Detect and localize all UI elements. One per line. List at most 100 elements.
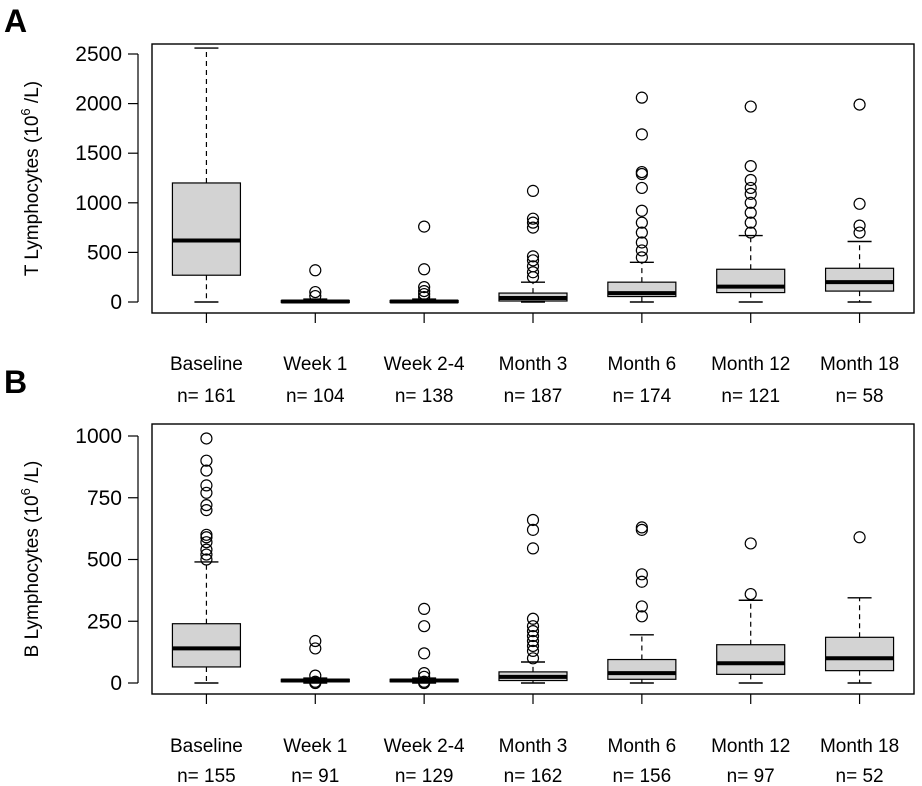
x-tick-label: Week 1	[283, 736, 347, 757]
outlier-point	[635, 568, 648, 581]
outlier-point	[744, 226, 757, 239]
x-tick-label: Month 12	[711, 354, 790, 375]
outlier-point	[526, 523, 540, 536]
outlier-point	[744, 173, 757, 187]
box-iqr	[716, 644, 786, 675]
sample-size-label: n= 129	[395, 766, 454, 786]
outlier-point	[309, 289, 322, 303]
x-tick-label: Month 18	[820, 736, 899, 757]
box-3	[498, 184, 568, 303]
box-1	[280, 264, 350, 304]
outlier-point	[418, 284, 431, 298]
outlier-point	[526, 612, 540, 625]
outlier-point	[200, 479, 213, 492]
sample-size-label: n= 187	[504, 386, 563, 407]
outlier-point	[853, 531, 866, 544]
box-iqr	[607, 658, 677, 680]
outlier-point	[418, 667, 431, 680]
outlier-point	[526, 620, 540, 633]
panel-letter: A	[4, 3, 27, 39]
outlier-point	[418, 670, 431, 683]
outlier-point	[200, 543, 213, 556]
outlier-point	[744, 216, 757, 229]
y-tick-label: 2500	[75, 43, 122, 66]
outlier-point	[200, 536, 213, 549]
outlier-point	[200, 528, 213, 541]
outlier-point	[526, 513, 540, 527]
x-tick-label: Week 1	[283, 354, 347, 375]
outlier-point	[526, 652, 540, 665]
outlier-point	[744, 100, 757, 113]
sample-size-label: n= 156	[613, 766, 672, 786]
outlier-point	[635, 226, 648, 239]
box-3	[498, 513, 568, 684]
box-6	[824, 98, 895, 303]
sample-size-label: n= 58	[836, 386, 884, 407]
outlier-point	[418, 675, 431, 688]
outlier-point	[853, 226, 866, 239]
outlier-point	[200, 553, 213, 566]
box-iqr	[824, 636, 895, 672]
outlier-point	[635, 216, 648, 229]
box-6	[824, 531, 895, 684]
x-tick-label: Month 12	[711, 736, 790, 757]
y-tick-label: 1000	[75, 425, 122, 448]
box-4	[607, 521, 677, 684]
outlier-point	[526, 254, 540, 267]
outlier-point	[526, 266, 540, 279]
outlier-point	[526, 639, 540, 653]
outlier-point	[309, 264, 322, 277]
y-axis-label-unit: /L)	[22, 81, 43, 108]
outlier-point	[744, 537, 757, 550]
plot-frame	[151, 43, 915, 314]
sample-size-label: n= 121	[721, 386, 780, 407]
outlier-point	[418, 220, 431, 233]
outlier-point	[744, 159, 757, 173]
box-5	[716, 100, 786, 303]
y-tick-label: 250	[87, 610, 122, 633]
outlier-point	[635, 236, 648, 249]
panel-letter: B	[4, 364, 27, 400]
outlier-point	[200, 454, 213, 467]
outlier-point	[635, 610, 648, 623]
sample-size-label: n= 52	[836, 766, 884, 786]
outlier-point	[635, 181, 648, 195]
outlier-point	[635, 204, 648, 217]
outlier-point	[744, 587, 757, 601]
x-tick-label: Baseline	[170, 354, 243, 375]
box-iqr	[824, 267, 895, 292]
box-iqr	[716, 268, 786, 294]
outlier-point	[635, 575, 648, 588]
outlier-point	[200, 486, 213, 499]
outlier-point	[526, 634, 540, 648]
y-tick-label: 500	[87, 241, 122, 264]
outlier-point	[744, 196, 757, 209]
outlier-point	[526, 216, 540, 229]
outlier-point	[309, 634, 322, 648]
outlier-point	[635, 165, 648, 179]
box-iqr	[171, 182, 242, 276]
outlier-point	[744, 181, 757, 195]
outlier-point	[853, 98, 866, 111]
outlier-point	[418, 263, 431, 276]
outlier-point	[635, 244, 648, 257]
box-1	[280, 634, 350, 690]
y-axis-label-main: T Lymphocytes (10	[22, 116, 43, 277]
y-tick-label: 750	[87, 487, 122, 510]
outlier-point	[200, 504, 213, 517]
chart-panel-a: A 0 500 1000 1500 2000 2500 T Lymphocytes (106 …	[4, 3, 915, 407]
x-tick-label: Month 6	[608, 354, 677, 375]
outlier-point	[526, 184, 540, 197]
x-tick-label: Month 18	[820, 354, 899, 375]
outlier-point	[635, 521, 648, 534]
outlier-point	[200, 464, 213, 477]
outlier-point	[418, 290, 431, 304]
x-tick-label: Week 2-4	[384, 354, 465, 375]
y-axis-label-superscript: 6	[18, 108, 33, 115]
y-tick-label: 0	[110, 672, 122, 695]
outlier-point	[526, 212, 540, 225]
box-2	[389, 602, 459, 690]
outlier-point	[635, 251, 648, 264]
outlier-point	[526, 629, 540, 643]
